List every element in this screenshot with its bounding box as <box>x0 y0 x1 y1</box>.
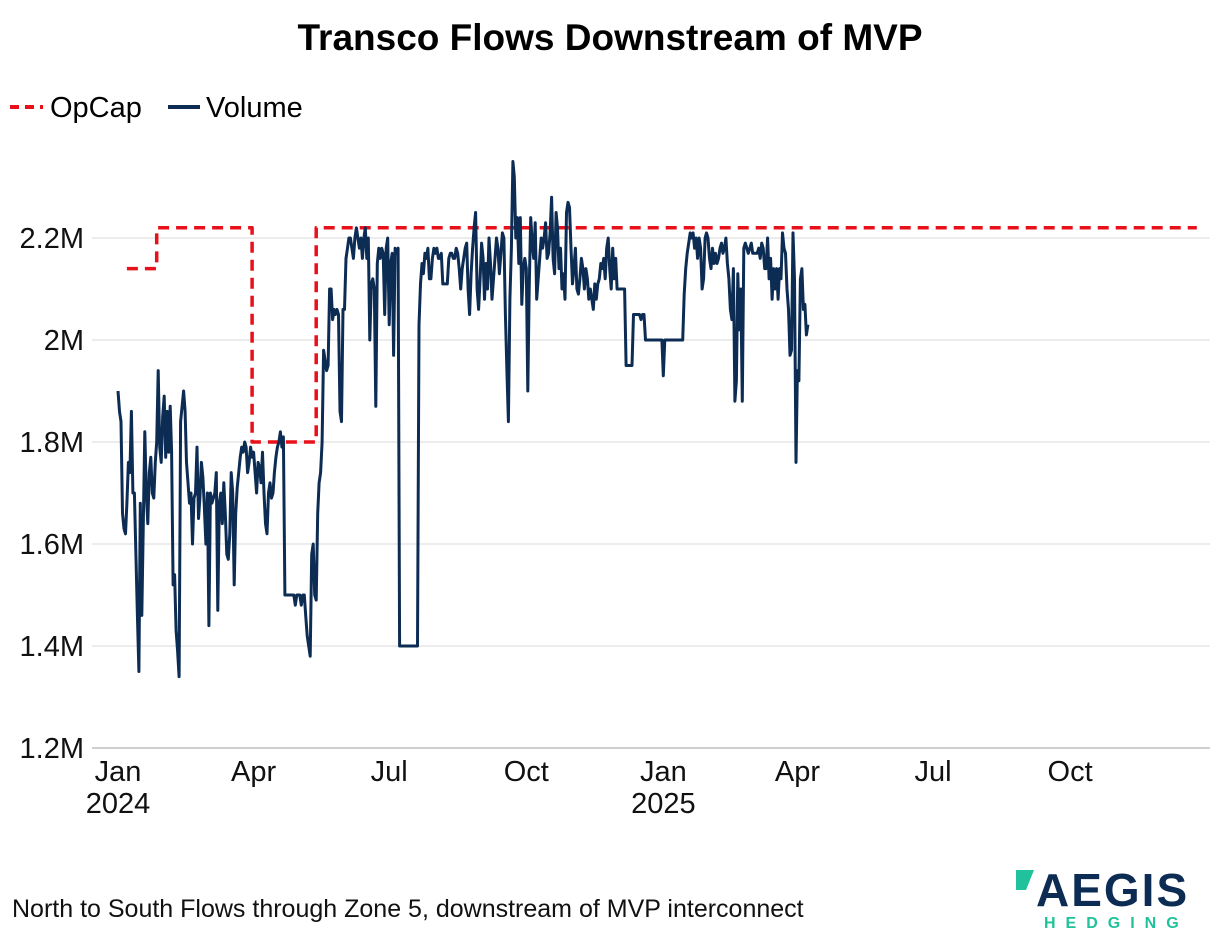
x-tick-label: Jan <box>640 756 687 788</box>
chart-caption: North to South Flows through Zone 5, dow… <box>12 895 804 923</box>
logo-main-text: AEGIS <box>1036 864 1189 916</box>
legend: OpCap Volume <box>10 92 303 124</box>
x-tick-year: 2025 <box>631 788 696 820</box>
x-tick-label: Apr <box>231 756 276 788</box>
x-tick-label: Oct <box>504 756 549 788</box>
y-tick-label: 1.4M <box>20 631 84 663</box>
x-tick-label: Jul <box>371 756 408 788</box>
x-tick-year: 2024 <box>86 788 151 820</box>
logo-sub-text: HEDGING <box>1044 915 1189 932</box>
aegis-hedging-logo: AEGIS HEDGING <box>1016 864 1189 932</box>
gridlines <box>92 237 1210 749</box>
y-axis-ticks: 1.2M 1.4M 1.6M 1.8M 2M 2.2M <box>20 223 84 765</box>
x-tick-label: Apr <box>775 756 820 788</box>
series-volume-line <box>116 160 810 679</box>
legend-opcap-label: OpCap <box>50 92 142 124</box>
legend-volume-label: Volume <box>206 92 303 124</box>
chart-title: Transco Flows Downstream of MVP <box>297 17 922 58</box>
logo-mark-icon <box>1016 870 1034 890</box>
y-tick-label: 2.2M <box>20 223 84 255</box>
y-tick-label: 1.2M <box>20 733 84 765</box>
x-tick-label: Oct <box>1048 756 1093 788</box>
y-tick-label: 1.6M <box>20 529 84 561</box>
y-tick-label: 2M <box>44 325 84 357</box>
x-tick-label: Jul <box>914 756 951 788</box>
y-tick-label: 1.8M <box>20 427 84 459</box>
series-opcap-line <box>126 226 1197 444</box>
x-tick-label: Jan <box>95 756 142 788</box>
series-group <box>116 160 1197 679</box>
